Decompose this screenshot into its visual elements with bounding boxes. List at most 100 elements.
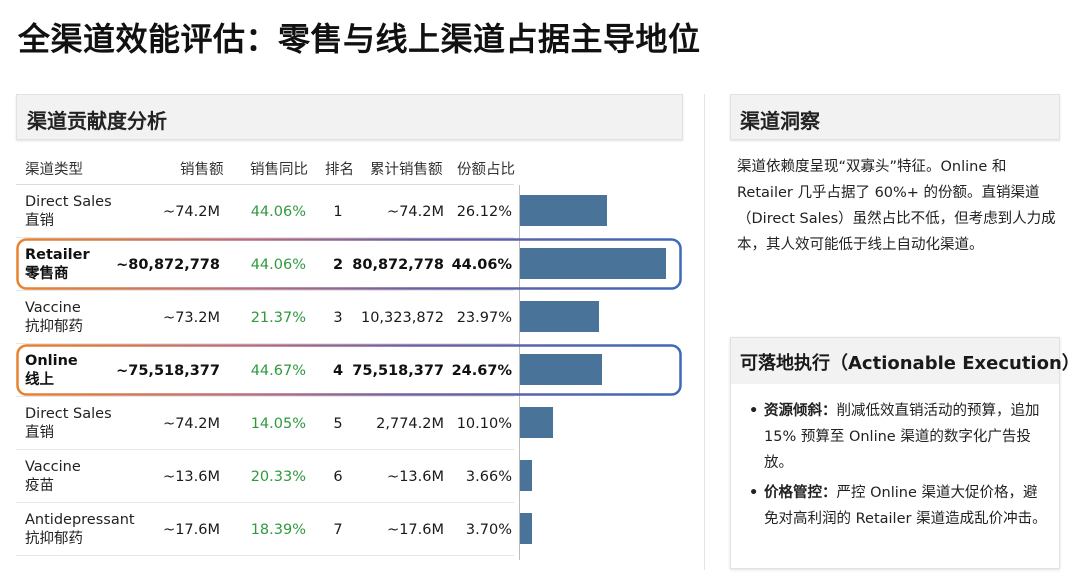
channel-name-cn: 抗抑郁药 [25,318,83,335]
channel-name: Direct Sales 直销 [25,397,112,450]
channel-name-en: Antidepressant [25,511,135,528]
rank-value: 4 [332,362,344,379]
channel-contribution-header: 渠道贡献度分析 [16,94,683,140]
rank-value: 6 [333,468,343,485]
channel-name: Antidepressant 抗抑郁药 [25,503,135,556]
cumulative-sales-value: 2,774.2M [376,415,444,432]
rank-value: 5 [333,415,343,432]
yoy-value: 21.37% [250,309,306,326]
actionable-execution-panel: 可落地执行（Actionable Execution） • 资源倾斜：削减低效直… [730,337,1080,569]
share-value: 26.12% [456,203,512,220]
share-bar [520,513,533,544]
actionable-execution-header: 可落地执行（Actionable Execution） [731,338,1080,384]
channel-name-cn: 线上 [25,371,54,388]
yoy-value: 44.67% [250,362,306,379]
table-row: Direct Sales 直销 ~74.2M 14.05% 5 2,774.2M 10.10… [16,397,683,450]
share-bar [520,195,607,226]
cumulative-sales-value: 80,872,778 [352,256,444,273]
sales-value: ~13.6M [163,468,220,485]
share-bar [520,301,600,332]
col-header-cumulative-sales: 累计销售额 [370,162,443,178]
table-row: Retailer 零售商 ~80,872,778 44.06% 2 80,872,778 4… [16,238,683,291]
cumulative-sales-value: ~17.6M [387,521,444,538]
sales-value: ~74.2M [163,203,220,220]
yoy-value: 44.06% [250,256,306,273]
row-divider [16,396,514,397]
cumulative-sales-value: 10,323,872 [360,309,444,326]
channel-name: Vaccine 疫苗 [25,450,81,503]
table-row: Online 线上 ~75,518,377 44.67% 4 75,518,377 24.6… [16,344,683,397]
yoy-value: 18.39% [250,521,306,538]
share-value: 3.66% [465,468,512,485]
channel-name: Direct Sales 直销 [25,185,112,238]
share-value: 3.70% [465,521,512,538]
cumulative-sales-value: ~74.2M [387,203,444,220]
channel-name: Vaccine 抗抑郁药 [25,291,83,344]
sales-value: ~74.2M [163,415,220,432]
rank-value: 7 [333,521,343,538]
page-title: 全渠道效能评估：零售与线上渠道占据主导地位 [18,20,701,58]
sales-value: ~80,872,778 [116,256,220,273]
channel-name-cn: 零售商 [25,265,69,282]
col-header-sales: 销售额 [180,162,224,178]
insight-header: 渠道洞察 [730,94,1060,140]
channel-name-en: Direct Sales [25,405,112,422]
channel-name-en: Direct Sales [25,193,112,210]
table-row: Antidepressant 抗抑郁药 ~17.6M 18.39% 7 ~17.6M 3.7… [16,503,683,556]
bullet-icon: • [749,485,759,501]
table-header-rule [16,184,514,185]
sales-value: ~73.2M [163,309,220,326]
row-divider [16,290,514,291]
rank-value: 1 [333,203,343,220]
share-value: 10.10% [456,415,512,432]
channel-name-en: Vaccine [25,299,81,316]
share-bar [520,460,533,491]
table-row: Vaccine 疫苗 ~13.6M 20.33% 6 ~13.6M 3.66% [16,450,683,503]
share-bar [520,248,666,279]
cumulative-sales-value: 75,518,377 [352,362,444,379]
row-divider [16,343,514,344]
col-header-yoy: 销售同比 [250,162,308,178]
channel-name-cn: 直销 [25,424,54,441]
row-divider [16,555,514,556]
channel-name: Retailer 零售商 [25,238,90,291]
rank-value: 3 [333,309,343,326]
bullet-icon: • [749,403,759,419]
channel-name-en: Retailer [25,246,90,263]
col-header-channel-type: 渠道类型 [25,162,83,178]
row-divider [16,449,514,450]
bar-axis [519,185,520,560]
share-value: 24.67% [451,362,512,379]
column-divider [704,94,705,570]
yoy-value: 20.33% [250,468,306,485]
share-bar [520,354,602,385]
insight-text: 渠道依赖度呈现“双寡头”特征。Online 和 Retailer 几乎占据了 6… [737,159,1056,253]
sales-value: ~17.6M [163,521,220,538]
action-text: 严控 Online 渠道大促价格，避免对高利润的 Retailer 渠道造成乱价… [764,485,1047,527]
col-header-rank: 排名 [325,162,354,178]
col-header-share: 份额占比 [457,162,515,178]
channel-name: Online 线上 [25,344,78,397]
channel-name-cn: 直销 [25,212,54,229]
row-divider [16,237,514,238]
table-row: Vaccine 抗抑郁药 ~73.2M 21.37% 3 10,323,872 23.97% [16,291,683,344]
action-text: 削减低效直销活动的预算，追加 15% 预算至 Online 渠道的数字化广告投放… [764,403,1040,471]
action-label: 资源倾斜： [764,403,837,419]
channel-name-en: Online [25,352,78,369]
channel-name-cn: 疫苗 [25,477,54,494]
share-bar [520,407,554,438]
channel-name-en: Vaccine [25,458,81,475]
share-value: 23.97% [456,309,512,326]
share-value: 44.06% [451,256,512,273]
yoy-value: 44.06% [250,203,306,220]
action-item-resource: • 资源倾斜：削减低效直销活动的预算，追加 15% 预算至 Online 渠道的… [749,398,1049,476]
action-label: 价格管控： [764,485,837,501]
sales-value: ~75,518,377 [116,362,220,379]
cumulative-sales-value: ~13.6M [387,468,444,485]
channel-name-cn: 抗抑郁药 [25,530,83,547]
action-item-pricing: • 价格管控：严控 Online 渠道大促价格，避免对高利润的 Retailer… [749,480,1049,532]
table-row: Direct Sales 直销 ~74.2M 44.06% 1 ~74.2M 26.12% [16,185,683,238]
yoy-value: 14.05% [250,415,306,432]
rank-value: 2 [332,256,344,273]
row-divider [16,502,514,503]
